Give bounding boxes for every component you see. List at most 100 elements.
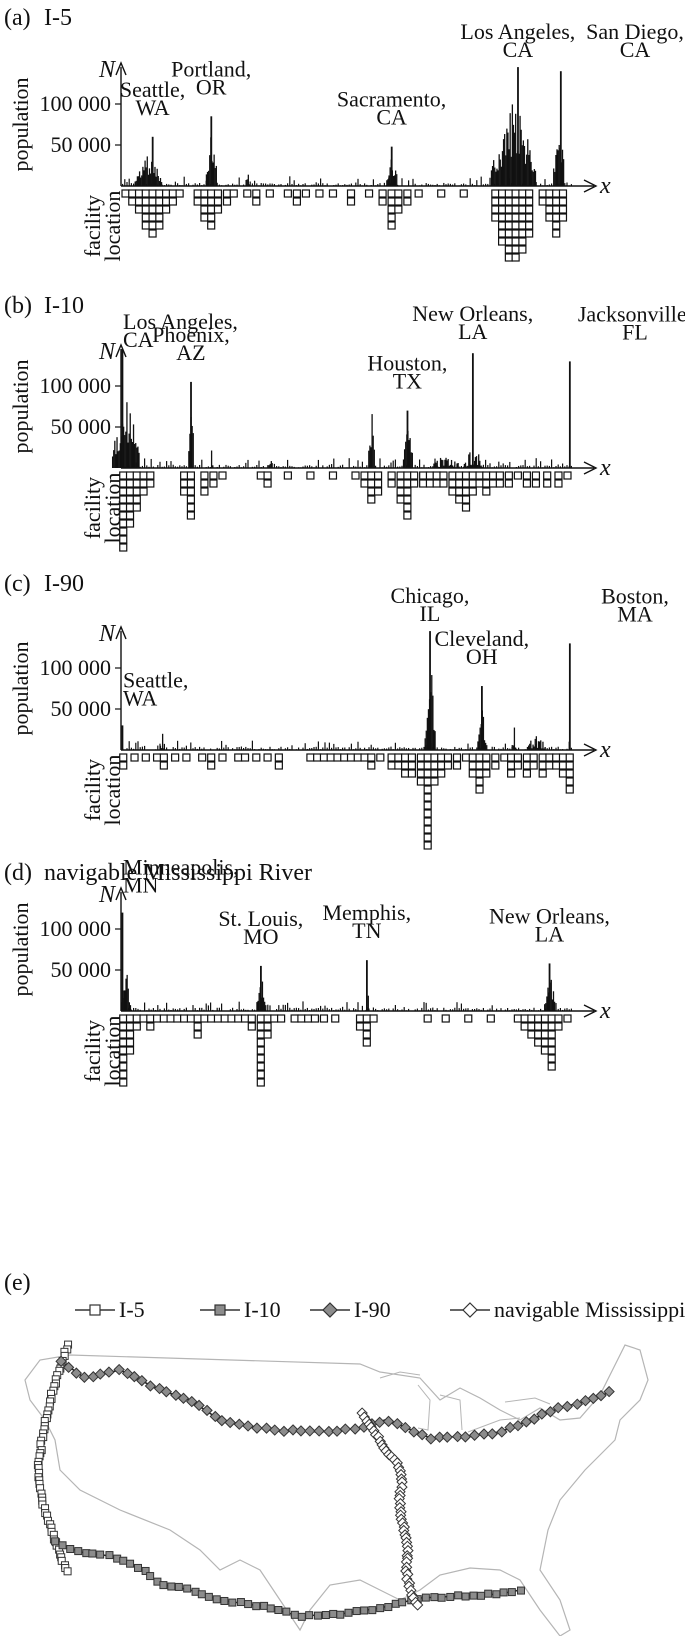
population-bar bbox=[348, 747, 350, 750]
population-bar bbox=[265, 749, 267, 750]
population-bar bbox=[551, 746, 553, 750]
population-bar bbox=[556, 149, 558, 186]
population-bar bbox=[426, 717, 429, 750]
facility-marker bbox=[563, 1014, 572, 1023]
facility-marker bbox=[403, 197, 412, 206]
population-bar bbox=[304, 1008, 306, 1011]
x-variable-label: x bbox=[599, 455, 611, 481]
population-bar bbox=[333, 1010, 335, 1011]
i90-marker bbox=[512, 1419, 524, 1432]
population-bar bbox=[144, 1002, 146, 1011]
facility-marker bbox=[125, 1038, 135, 1047]
facility-marker bbox=[229, 189, 238, 198]
facility-marker bbox=[448, 471, 457, 480]
population-bar bbox=[368, 450, 370, 468]
population-bar bbox=[414, 183, 416, 186]
population-bar bbox=[157, 176, 159, 186]
population-bar bbox=[427, 467, 429, 468]
population-bar bbox=[146, 156, 148, 186]
population-peak-bar bbox=[548, 963, 551, 1011]
facility-marker bbox=[538, 753, 547, 762]
population-bar bbox=[534, 738, 536, 750]
facility-marker bbox=[538, 769, 547, 778]
population-bar bbox=[401, 465, 403, 468]
population-bar bbox=[216, 182, 218, 186]
population-bar bbox=[532, 744, 534, 750]
population-bar bbox=[337, 466, 339, 468]
facility-marker bbox=[360, 479, 369, 488]
population-bar bbox=[401, 1009, 403, 1011]
population-bar bbox=[444, 459, 446, 468]
population-bar bbox=[535, 182, 537, 186]
city-label: Portland, bbox=[171, 56, 251, 81]
city-label: CA bbox=[376, 105, 407, 130]
population-bar bbox=[532, 171, 534, 186]
facility-marker bbox=[180, 479, 189, 488]
facility-marker bbox=[193, 197, 202, 206]
population-bar bbox=[192, 1005, 194, 1011]
facility-marker bbox=[443, 761, 453, 770]
facility-marker bbox=[518, 221, 527, 230]
population-bar bbox=[469, 452, 471, 468]
facility-marker bbox=[263, 1014, 272, 1023]
facility-marker bbox=[148, 221, 157, 230]
population-bar bbox=[469, 747, 471, 750]
facility-marker bbox=[497, 237, 507, 246]
facility-marker bbox=[168, 197, 177, 206]
i10-marker bbox=[88, 1549, 97, 1558]
population-bar bbox=[287, 747, 289, 750]
population-bar bbox=[476, 747, 478, 750]
population-bar bbox=[114, 440, 116, 468]
population-bar bbox=[215, 165, 217, 186]
i10-marker bbox=[469, 1591, 478, 1600]
population-bar bbox=[397, 1009, 399, 1011]
population-bar bbox=[512, 124, 515, 186]
population-bar bbox=[456, 463, 458, 468]
population-bar bbox=[388, 747, 390, 750]
y-variable-label: N bbox=[98, 57, 117, 83]
y-tick-label: 50 000 bbox=[51, 414, 112, 439]
y-axis-arrow bbox=[115, 343, 127, 358]
population-bar bbox=[304, 743, 306, 750]
facility-marker bbox=[518, 229, 527, 238]
population-bar bbox=[425, 1002, 427, 1011]
population-bar bbox=[526, 746, 528, 750]
facility-marker bbox=[263, 471, 272, 480]
facility-marker bbox=[461, 471, 471, 480]
population-bar bbox=[389, 167, 391, 186]
population-bar bbox=[284, 466, 286, 468]
facility-marker bbox=[220, 1014, 229, 1023]
population-bar bbox=[234, 467, 236, 468]
population-bar bbox=[353, 1008, 355, 1011]
panel-title: I-10 bbox=[44, 293, 84, 319]
population-bar bbox=[317, 741, 319, 750]
population-bar bbox=[470, 464, 472, 468]
population-bar bbox=[521, 145, 523, 186]
population-bar bbox=[383, 748, 385, 750]
facility-marker bbox=[497, 189, 507, 198]
population-bar bbox=[311, 747, 313, 750]
population-bar bbox=[552, 991, 555, 1011]
population-bar bbox=[471, 183, 473, 186]
population-bar bbox=[455, 467, 457, 468]
population-bar bbox=[163, 748, 165, 750]
facility-marker bbox=[504, 197, 513, 206]
i10-marker bbox=[141, 1566, 150, 1575]
population-bar bbox=[137, 741, 139, 750]
legend-label: I-90 bbox=[354, 1297, 391, 1322]
facility-marker bbox=[119, 1078, 128, 1087]
city-label: Houston, bbox=[367, 351, 447, 376]
i90-marker bbox=[349, 1423, 361, 1435]
population-bar bbox=[225, 464, 227, 468]
population-bar bbox=[335, 184, 337, 186]
population-bar bbox=[119, 443, 121, 468]
population-bar bbox=[522, 1009, 524, 1011]
i90-marker bbox=[269, 1424, 281, 1436]
population-bar bbox=[452, 1009, 454, 1011]
facility-marker bbox=[119, 1014, 128, 1023]
population-bar bbox=[467, 465, 469, 468]
facility-marker bbox=[423, 809, 432, 818]
population-bar bbox=[183, 1008, 185, 1011]
facility-marker bbox=[430, 761, 439, 770]
population-bars bbox=[121, 631, 572, 750]
